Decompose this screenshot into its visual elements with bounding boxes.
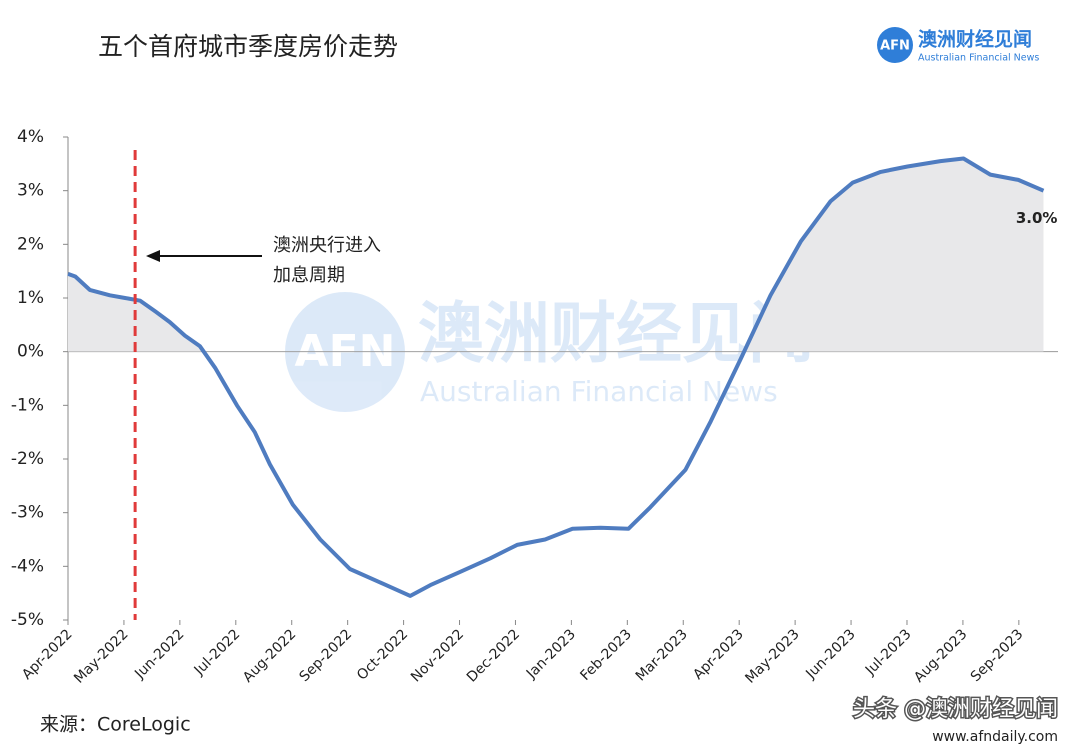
chart-title: 五个首府城市季度房价走势 <box>98 32 398 61</box>
x-tick-label: Mar-2023 <box>633 626 691 684</box>
y-tick-label: -2% <box>11 449 44 469</box>
x-tick-label: May-2022 <box>71 626 131 686</box>
x-tick-label: Jul-2022 <box>191 626 244 679</box>
positive-area <box>68 158 1044 352</box>
annotation: 加息周期 <box>273 265 345 286</box>
logo-circle <box>877 27 913 63</box>
footer-url: www.afndaily.com <box>932 729 1058 744</box>
y-tick-label: 4% <box>17 127 44 147</box>
series-line <box>67 156 1045 598</box>
logo-mark: AFN <box>880 39 910 54</box>
y-tick-label: -3% <box>11 503 44 523</box>
value-label: 3.0% <box>1016 209 1058 227</box>
logo-name: 澳洲财经见闻 <box>918 28 1032 51</box>
y-tick-label: 2% <box>17 234 44 254</box>
x-tick-label: Dec-2022 <box>464 626 523 685</box>
x-tick-label: Jul-2023 <box>862 626 915 679</box>
x-tick-label: Feb-2023 <box>577 626 635 684</box>
footer-credit: 头条 @澳洲财经见闻 <box>853 697 1058 722</box>
x-tick-label: Apr-2022 <box>19 626 76 683</box>
watermark-name: 澳洲财经见闻 <box>418 295 814 372</box>
x-tick-label: May-2023 <box>742 626 802 686</box>
x-tick-label: Aug-2022 <box>240 626 299 685</box>
x-tick-label: Apr-2023 <box>690 626 747 683</box>
x-tick-label: Jun-2022 <box>131 626 187 682</box>
y-tick-label: -1% <box>11 395 44 415</box>
logo-subtitle: Australian Financial News <box>918 53 1039 64</box>
x-tick-label: Jun-2023 <box>802 626 858 682</box>
y-tick-label: 0% <box>17 342 44 362</box>
y-tick-label: -5% <box>11 610 44 630</box>
x-tick-label: Sep-2022 <box>297 626 356 685</box>
source: 来源：CoreLogic <box>40 714 191 736</box>
x-tick-label: Oct-2022 <box>354 626 411 683</box>
annotation: 澳洲央行进入 <box>273 235 381 256</box>
x-tick-label: Jan-2023 <box>523 626 579 682</box>
x-tick-label: Aug-2023 <box>911 626 970 685</box>
y-tick-label: 3% <box>17 181 44 201</box>
arrow-head <box>146 250 160 262</box>
y-tick-label: 1% <box>17 288 44 308</box>
watermark: AFN 澳洲财经见闻 Australian Financial News <box>285 292 814 412</box>
y-tick-label: -4% <box>11 556 44 576</box>
x-tick-label: Nov-2022 <box>408 626 467 685</box>
x-tick-label: Sep-2023 <box>968 626 1027 685</box>
